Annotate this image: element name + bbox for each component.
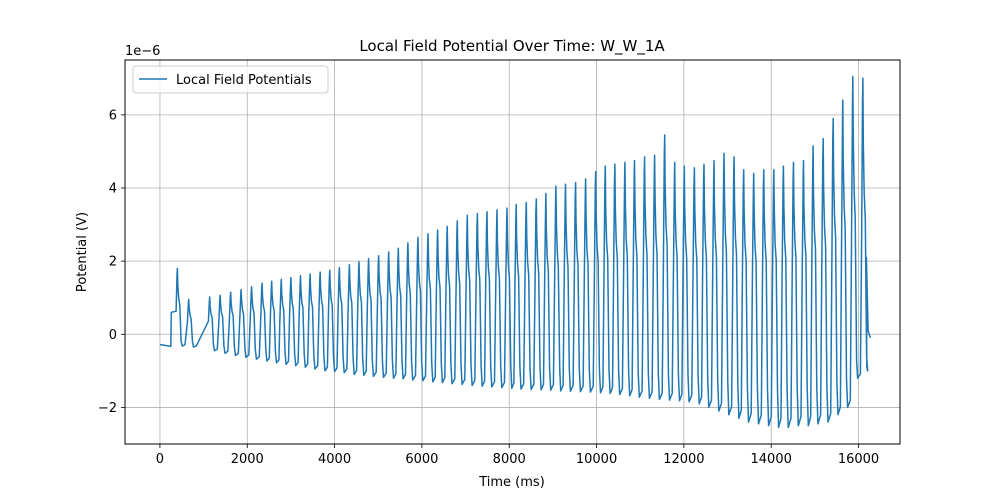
x-tick-label: 16000: [838, 452, 879, 467]
y-axis: −2 0 2 4 6: [98, 108, 125, 416]
plot-frame: [124, 59, 901, 445]
x-tick-label: 8000: [493, 452, 526, 467]
x-tick-label: 6000: [405, 452, 438, 467]
series-line-local-field-potentials: [159, 75, 872, 429]
x-tick-label: 4000: [318, 452, 351, 467]
y-tick-label: 0: [109, 328, 117, 343]
legend-entry-label: Local Field Potentials: [176, 73, 312, 88]
y-tick-label: 2: [109, 255, 117, 270]
legend-box: [132, 65, 329, 94]
x-tick-label: 14000: [751, 452, 792, 467]
y-tick-label: −2: [98, 401, 117, 416]
x-tick-label: 0: [156, 452, 164, 467]
y-offset-label: 1e−6: [125, 44, 160, 59]
y-axis-label: Potential (V): [75, 212, 90, 292]
y-tick-label: 4: [109, 182, 117, 197]
x-tick-label: 12000: [663, 452, 704, 467]
series-layer: [159, 75, 872, 429]
x-tick-label: 2000: [231, 452, 264, 467]
x-axis: 0 2000 4000 6000 8000 10000 12000 14000 16000: [156, 444, 879, 467]
x-axis-label: Time (ms): [478, 475, 545, 490]
x-tick-label: 10000: [576, 452, 617, 467]
chart-title: Local Field Potential Over Time: W_W_1A: [359, 37, 665, 56]
y-tick-label: 6: [109, 108, 117, 123]
legend: Local Field Potentials: [132, 65, 329, 94]
